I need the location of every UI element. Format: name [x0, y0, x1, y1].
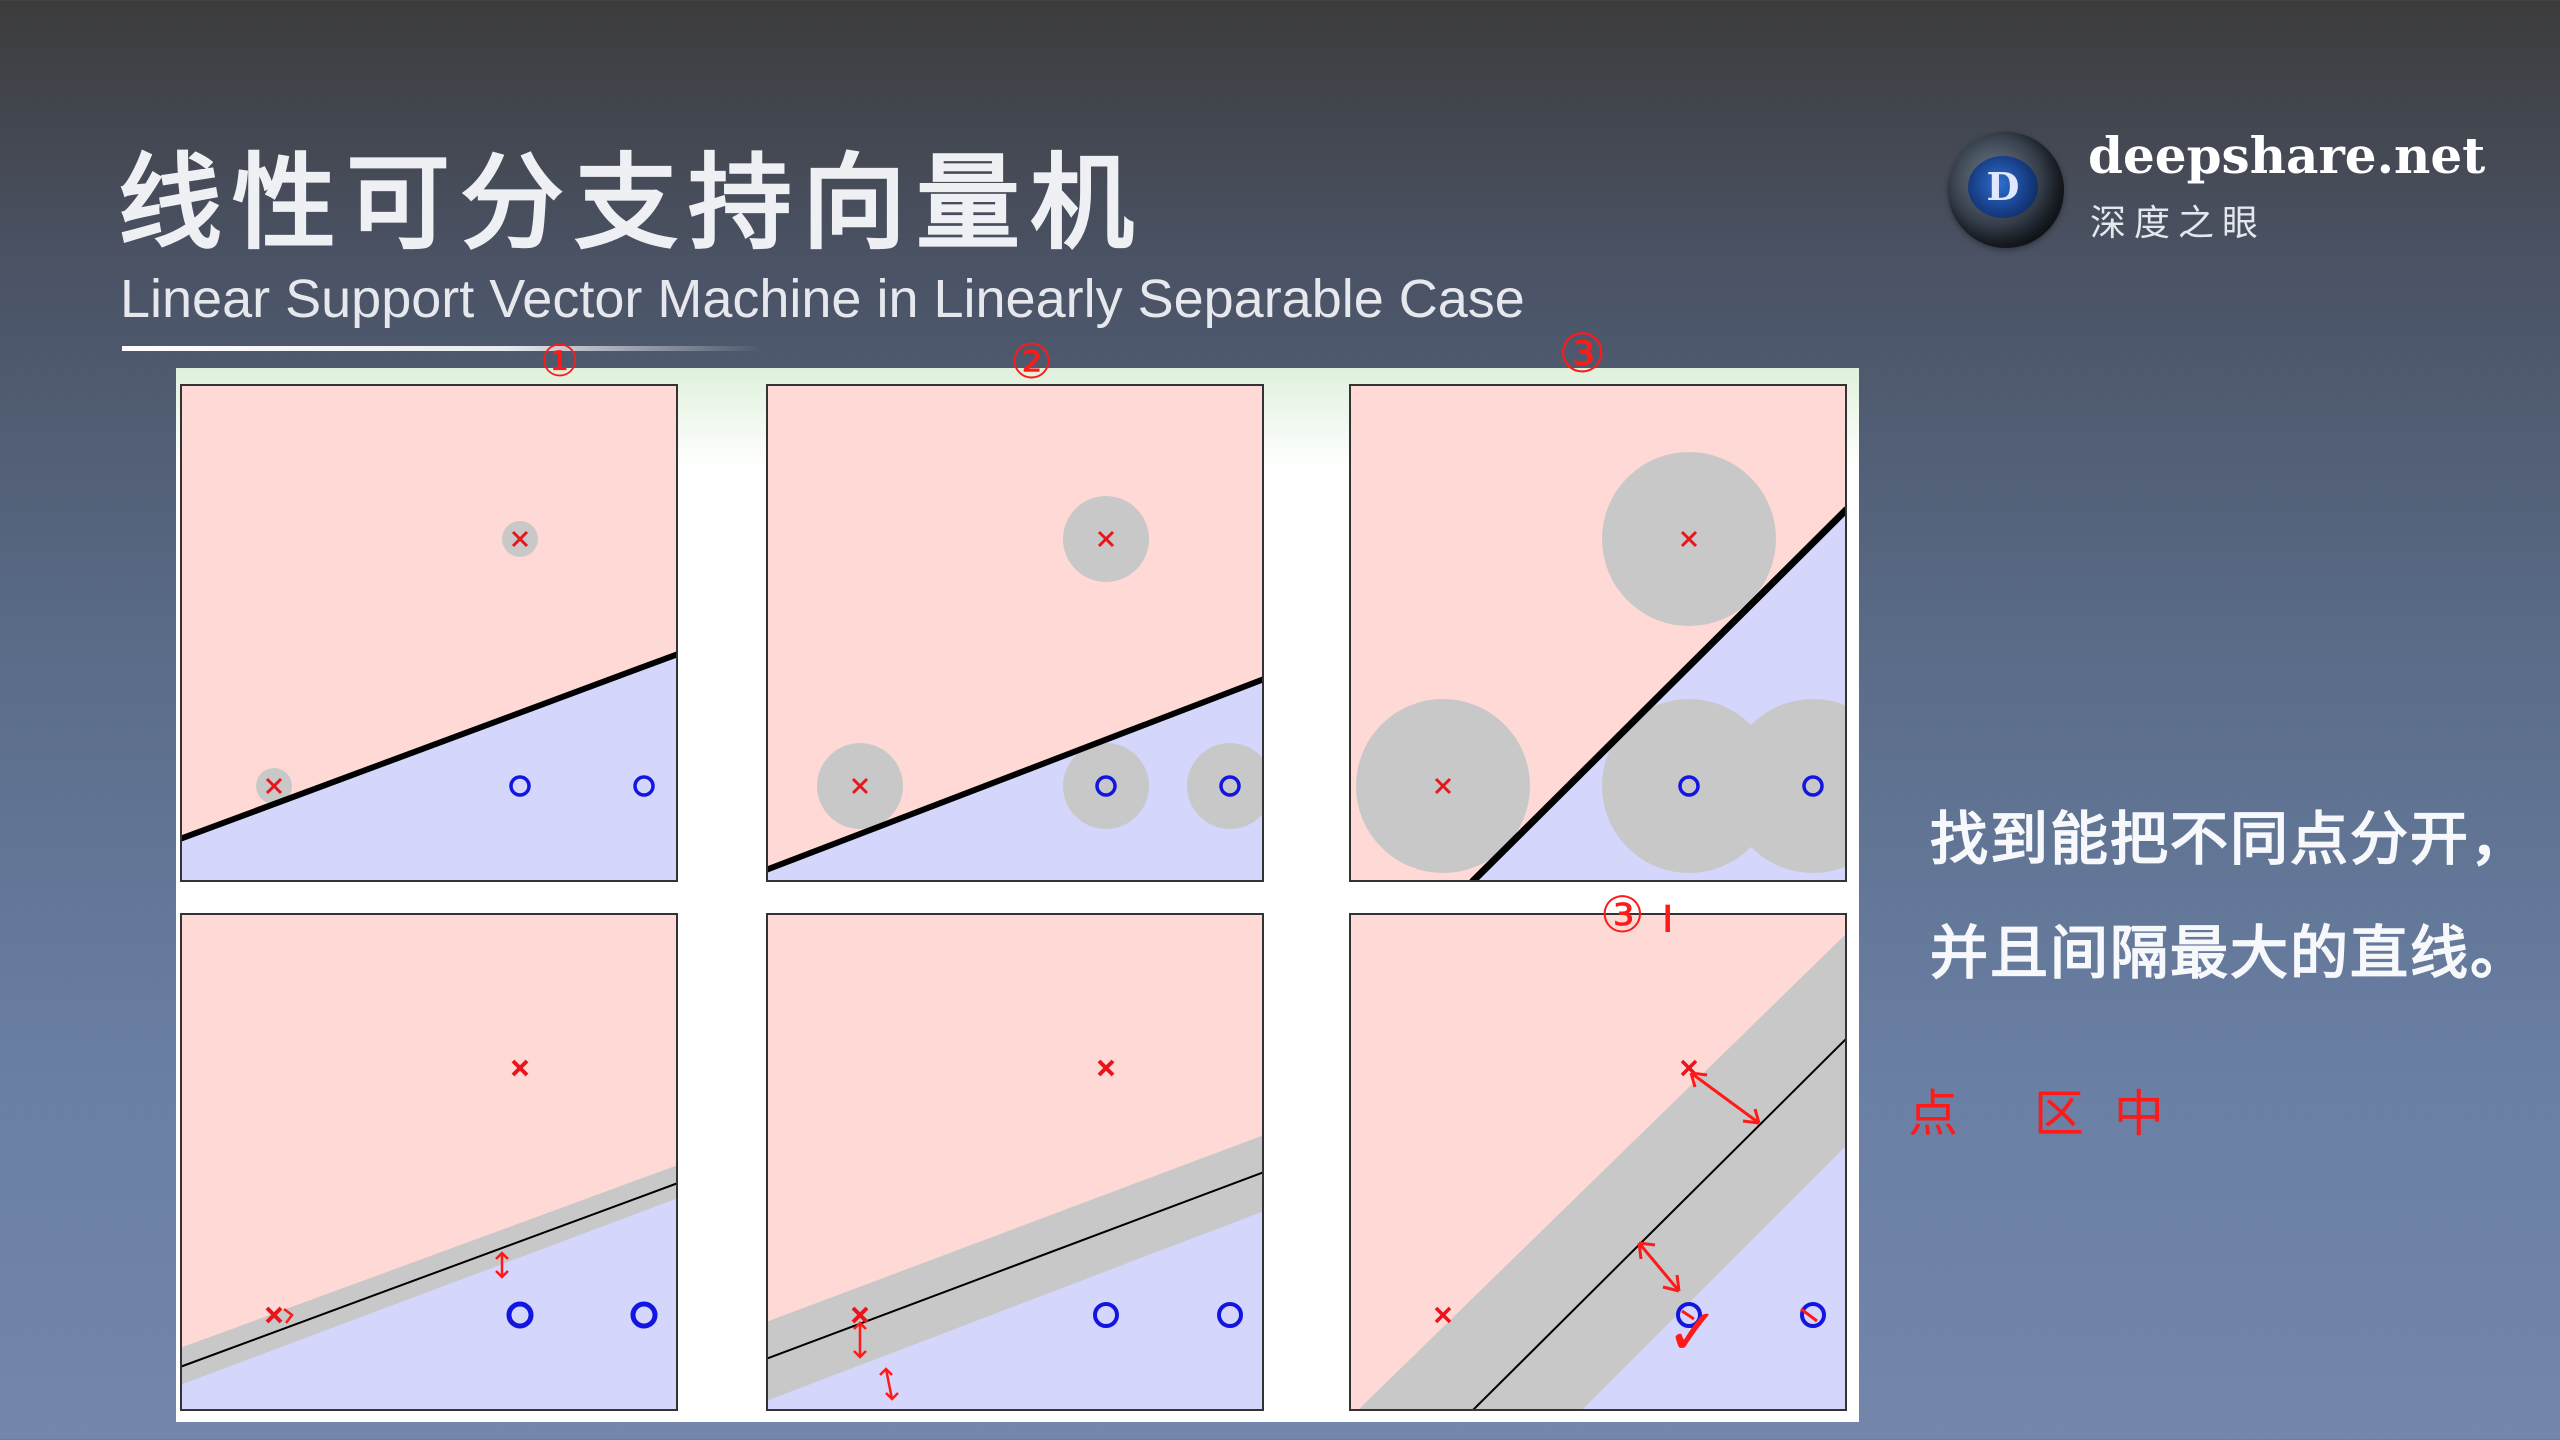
- panel-4-boundary-line: [180, 1182, 678, 1368]
- panel-5-positive-region: [766, 913, 1264, 1347]
- panel-5-circle-marker: [1093, 1302, 1119, 1328]
- slide-title-cn: 线性可分支持向量机: [118, 142, 1145, 264]
- panel-3-number-annotation: ③: [1558, 322, 1607, 385]
- panel-6-circle-marker: [1800, 1302, 1826, 1328]
- deepshare-logo: D deepshare.net 深度之眼: [1948, 126, 2560, 256]
- panel-1-boundary-line: [180, 651, 678, 842]
- panel-6-margin-band: [1357, 933, 1847, 1411]
- panel-2-margin-circle: [1187, 743, 1264, 829]
- deepshare-logo-icon: D: [1948, 132, 2064, 248]
- panel-3-boundary-line: [1469, 506, 1847, 882]
- panel-5: [766, 913, 1264, 1411]
- panel-5-margin-band: [766, 1135, 1264, 1401]
- panel-1-negative-region: [180, 654, 678, 882]
- panel-5-cross-marker: [851, 1306, 869, 1324]
- panel-5-circle-marker: [1217, 1302, 1243, 1328]
- panel-6: [1349, 913, 1847, 1411]
- title-underline: [122, 346, 762, 351]
- panel-2-number-annotation: ②: [1010, 334, 1054, 390]
- panel-6-margin-arrow-annotation: [1637, 1071, 1818, 1323]
- panel-3-margin-circle: [1726, 699, 1847, 873]
- panel-5-boundary-line: [766, 1171, 1264, 1360]
- svm-figure: [176, 368, 1859, 1422]
- panel-4-circle-marker: [506, 1301, 534, 1329]
- panel-4-margin-arrow-annotation: [283, 1251, 509, 1324]
- slide-title-en: Linear Support Vector Machine in Linearl…: [120, 269, 1525, 329]
- panel-6-cross-marker: [1434, 1306, 1452, 1324]
- panel-3-circle-marker: [1802, 775, 1824, 797]
- panel-2: [766, 384, 1264, 882]
- panel-6-positive-region: [1349, 913, 1847, 1411]
- panel-2-circle-marker: [1219, 775, 1241, 797]
- panel-3: [1349, 384, 1847, 882]
- side-note-annotation: 点 区中: [1908, 1085, 2194, 1143]
- logo-mark-letter: D: [1968, 156, 2038, 218]
- caption-line-1: 找到能把不同点分开，: [1930, 805, 2531, 873]
- panel-1-cross-marker: [511, 530, 529, 548]
- panel-1-positive-region: [180, 384, 678, 839]
- panel-2-positive-region: [766, 384, 1264, 870]
- panel-6-circle-marker: [1676, 1302, 1702, 1328]
- panel-4-positive-region: [180, 913, 678, 1368]
- panel-4-cross-marker: [265, 1306, 283, 1324]
- logo-subtitle: 深度之眼: [2090, 203, 2267, 244]
- panel-2-cross-marker: [1097, 530, 1115, 548]
- panel-4-circle-marker: [630, 1301, 658, 1329]
- panel-2-cross-marker: [851, 777, 869, 795]
- panel-1: [180, 384, 678, 882]
- panel-2-circle-marker: [1095, 775, 1117, 797]
- panel-2-margin-circle: [1063, 743, 1149, 829]
- panel-6-boundary-line: [1471, 1037, 1847, 1411]
- panel-3-cross-marker: [1680, 530, 1698, 548]
- panel-2-boundary-line: [766, 676, 1264, 873]
- check-mark-annotation: ✓: [1666, 1296, 1720, 1370]
- panel-6-number-annotation: ③ ı: [1600, 886, 1675, 944]
- panel-1-circle-marker: [509, 775, 531, 797]
- panel-5-margin-arrow-annotation: [853, 1321, 899, 1401]
- panel-3-margin-circle: [1602, 699, 1776, 873]
- panel-3-circle-marker: [1678, 775, 1700, 797]
- panel-1-circle-marker: [633, 775, 655, 797]
- panel-1-cross-marker: [265, 777, 283, 795]
- panel-1-number-annotation: ①: [540, 336, 580, 387]
- panel-4-cross-marker: [511, 1059, 529, 1077]
- panel-5-cross-marker: [1097, 1059, 1115, 1077]
- panel-4: [180, 913, 678, 1411]
- panel-3-cross-marker: [1434, 777, 1452, 795]
- logo-name: deepshare.net: [2088, 126, 2486, 185]
- caption-line-2: 并且间隔最大的直线。: [1930, 919, 2531, 987]
